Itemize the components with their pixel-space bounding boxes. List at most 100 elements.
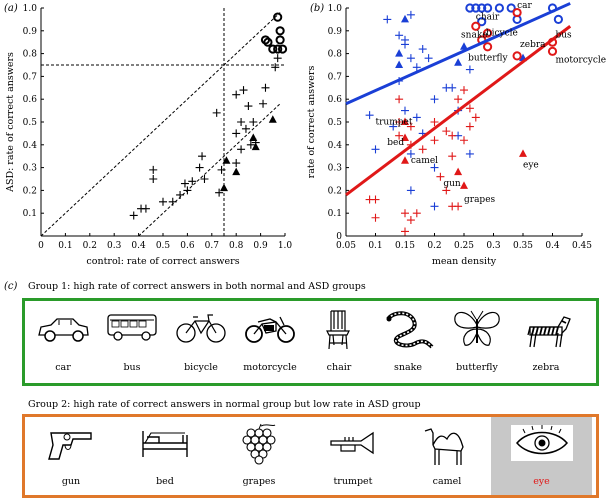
point-control-others [430,202,439,211]
panel-a-scatter-chart: 0 0.1 0.2 0.3 0.4 0.5 0.6 0.7 0.8 0.9 1.0 0.1 0.2 0.3… [5,4,292,267]
point-others [200,175,209,183]
group2-item-gun: gun [31,417,111,495]
y-tick-label: 0.1 [23,209,37,219]
group1-item-car: car [29,301,97,383]
group1-item-label: bus [123,362,141,373]
point-control-others [430,163,439,172]
point-others [261,83,270,92]
group1-item-butterfly: butterfly [443,301,511,383]
point-group-1 [275,26,285,36]
x-tick-label: 0.45 [572,241,592,251]
point-control-others [371,145,380,154]
point-control-others [424,54,433,63]
y-tick-label: 0.5 [23,118,38,128]
y-tick-label: 0 [336,232,342,242]
point-asd-others [395,118,404,126]
annotation-motorcycle: motorcycle [555,56,606,66]
point-asd-group-2 [460,181,468,189]
point-asd-group-1 [483,42,493,52]
y-tick-label: 0.6 [328,95,343,105]
x-tick-label: 0.15 [395,241,415,251]
group2-item-bed: bed [125,417,205,495]
point-others [273,54,282,63]
point-others [212,108,221,117]
point-asd-others [465,104,474,113]
diagonal-band-line [40,12,281,237]
panel-b-scatter-chart: 0.05 0.1 0.15 0.2 0.25 0.3 0.35 0.4 0.45 0 0.1 0.2 0… [306,1,606,267]
point-control-others [448,83,457,92]
point-asd-others [401,227,409,236]
y-tick-label: 0.5 [328,118,343,128]
point-others [259,99,268,108]
group2-item-trumpet: trumpet [313,417,393,495]
y-tick-label: 0.2 [23,186,37,196]
group1-item-label: zebra [532,362,560,373]
group2-item-label: trumpet [333,476,373,487]
y-tick-label: 0.3 [23,164,38,174]
gun-icon [48,432,92,460]
point-others [244,102,253,111]
point-others [198,152,207,161]
point-others [141,204,150,213]
point-control-others [465,149,474,158]
motorcycle-icon [245,316,295,343]
fit-line-asd [345,25,572,197]
y-axis-label: rate of correct answers [306,66,317,179]
point-asd-others [418,145,427,154]
x-tick-label: 0.3 [107,241,122,251]
point-others [129,211,138,220]
group2-item-label: grapes [242,476,276,487]
point-asd-others [454,202,463,211]
point-asd-others [454,95,463,104]
group1-item-bus: bus [98,301,166,383]
point-others [195,163,204,172]
point-asd-group-1 [483,28,493,38]
point-asd-group-2 [401,117,409,125]
point-control-group-1 [494,3,504,13]
point-others [249,118,258,126]
annotation-zebra: zebra [520,40,546,50]
group1-item-motorcycle: motorcycle [236,301,304,383]
trumpet-icon [330,431,374,455]
x-tick-label: 0.5 [156,241,171,251]
group2-item-label: gun [61,476,81,487]
point-asd-others [442,186,451,195]
group2-item-grapes: grapes [219,417,299,495]
annotation-eye: eye [523,161,539,171]
point-asd-group-2 [454,167,463,176]
eye-icon [515,425,568,455]
point-asd-group-2 [401,133,409,141]
point-control-group-2 [395,49,404,57]
x-tick-label: 0 [38,241,44,251]
point-asd-others [465,122,474,131]
point-others [217,165,226,174]
diagonal-band-line [138,103,281,237]
point-others [183,186,192,195]
point-others [215,188,224,197]
annotation-camel: camel [411,156,438,166]
point-asd-others [471,113,480,122]
y-tick-label: 0.3 [328,164,343,174]
point-asd-others [406,216,415,225]
group2-item-eye: eye [491,417,592,495]
point-others [239,86,248,95]
point-control-group-1 [471,3,481,13]
x-tick-label: 0.4 [545,241,560,251]
panel-c-label: (c) [4,281,18,292]
x-tick-label: 0.9 [253,241,268,251]
point-control-others [401,106,409,115]
y-tick-label: 0.9 [23,27,38,37]
y-tick-label: 0.9 [328,27,343,37]
point-others [237,118,246,126]
point-others [149,165,158,174]
point-control-others [465,65,474,74]
point-control-group-1 [506,3,516,13]
point-asd-others [371,213,380,222]
point-control-others [430,95,439,104]
y-tick-label: 0.4 [328,141,343,151]
group2-title: Group 2: high rate of correct answers in… [28,399,421,410]
point-asd-group-2 [519,149,527,157]
point-others [188,177,197,186]
x-tick-label: 0.2 [427,241,441,251]
point-asd-others [395,95,404,104]
